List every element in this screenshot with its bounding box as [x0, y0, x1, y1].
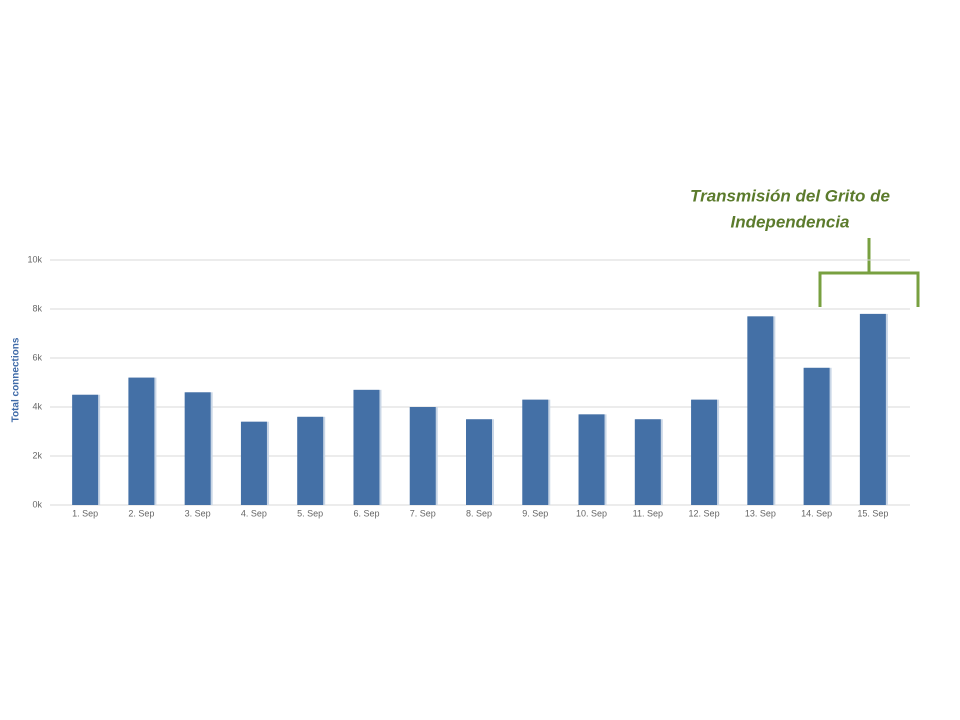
y-tick-label: 4k	[32, 401, 42, 411]
bar	[578, 414, 605, 505]
y-tick-label: 6k	[32, 352, 42, 362]
y-tick-label: 10k	[27, 254, 42, 264]
bar	[240, 421, 267, 505]
bar	[691, 399, 718, 505]
y-tick-label: 8k	[32, 303, 42, 313]
x-tick-label: 9. Sep	[522, 508, 548, 518]
annotation: Transmisión del Grito de	[690, 186, 890, 205]
bar	[803, 367, 830, 505]
bar	[747, 316, 774, 505]
x-tick-label: 14. Sep	[801, 508, 832, 518]
bar	[72, 394, 99, 505]
bar	[634, 419, 661, 505]
x-tick-label: 1. Sep	[72, 508, 98, 518]
bar	[128, 377, 155, 505]
x-tick-label: 7. Sep	[410, 508, 436, 518]
y-axis-label: Total connections	[11, 337, 22, 422]
x-tick-label: 8. Sep	[466, 508, 492, 518]
bar	[409, 407, 436, 505]
y-tick-label: 0k	[32, 499, 42, 509]
x-tick-label: 11. Sep	[633, 508, 663, 518]
annotation: Independencia	[730, 212, 849, 231]
bar	[859, 313, 886, 505]
x-tick-label: 6. Sep	[353, 508, 379, 518]
annotation-bracket	[818, 238, 920, 307]
x-tick-label: 4. Sep	[241, 508, 267, 518]
bar	[522, 399, 549, 505]
y-tick-label: 2k	[32, 450, 42, 460]
x-tick-label: 2. Sep	[128, 508, 154, 518]
x-tick-label: 5. Sep	[297, 508, 323, 518]
x-tick-label: 10. Sep	[576, 508, 607, 518]
x-tick-label: 13. Sep	[745, 508, 776, 518]
x-tick-label: 15. Sep	[857, 508, 888, 518]
x-tick-label: 12. Sep	[689, 508, 720, 518]
bar	[466, 419, 492, 505]
x-tick-label: 3. Sep	[185, 508, 211, 518]
bar	[353, 389, 380, 505]
bar	[297, 416, 324, 505]
bar	[184, 392, 211, 505]
